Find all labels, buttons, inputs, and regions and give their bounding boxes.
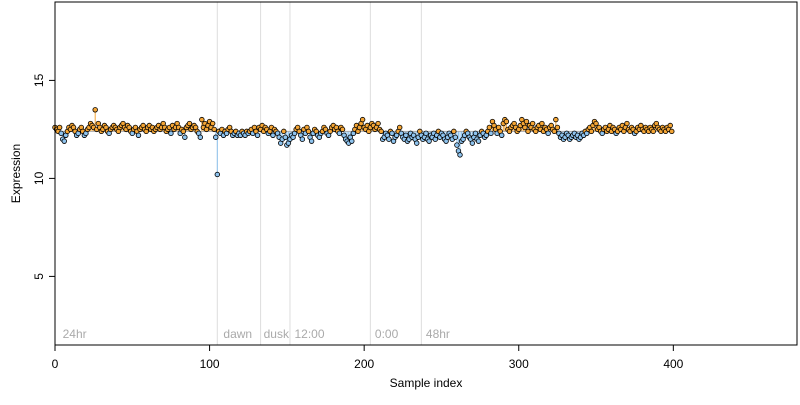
data-point xyxy=(186,120,193,127)
data-point xyxy=(211,126,217,133)
data-point xyxy=(375,120,381,127)
x-tick-label: 200 xyxy=(354,357,374,371)
data-point xyxy=(588,128,595,135)
data-point xyxy=(525,128,531,135)
annotation-label: 12:00 xyxy=(295,327,325,341)
data-point xyxy=(593,120,599,127)
y-tick-label: 15 xyxy=(32,73,46,87)
data-point xyxy=(423,130,429,137)
data-point xyxy=(180,128,187,135)
data-point xyxy=(299,136,306,142)
data-point xyxy=(213,134,219,140)
x-tick-label: 0 xyxy=(52,357,59,371)
data-point xyxy=(488,130,494,137)
data-points xyxy=(52,107,675,178)
y-axis: 5 10 15 xyxy=(32,73,56,280)
data-point xyxy=(553,116,559,123)
x-tick-label: 100 xyxy=(200,357,220,371)
data-point xyxy=(529,120,536,127)
data-point xyxy=(469,140,476,146)
data-point xyxy=(254,132,261,138)
data-point xyxy=(522,124,528,131)
data-point xyxy=(472,130,479,137)
data-point xyxy=(282,134,289,140)
y-axis-label: Expression xyxy=(9,144,23,203)
data-point xyxy=(182,134,188,140)
data-point xyxy=(475,138,482,144)
data-point xyxy=(389,130,395,137)
annotation-label: dawn xyxy=(223,327,252,341)
data-point xyxy=(56,124,63,131)
data-point xyxy=(669,128,675,135)
data-point xyxy=(414,140,420,146)
y-tick-label: 10 xyxy=(32,171,46,185)
data-point xyxy=(308,138,315,144)
data-point xyxy=(539,120,545,127)
annotations: 24hr dawn dusk 12:00 0:00 48hr xyxy=(63,327,450,341)
data-point xyxy=(451,128,457,135)
data-point xyxy=(359,116,366,123)
data-point xyxy=(214,171,221,178)
data-point xyxy=(281,128,287,135)
data-point xyxy=(426,138,432,144)
data-point xyxy=(503,118,510,125)
data-point xyxy=(624,120,630,127)
data-point xyxy=(378,128,384,135)
data-point xyxy=(135,132,142,138)
annotation-label: 24hr xyxy=(63,327,87,341)
data-point xyxy=(403,132,409,138)
data-point xyxy=(199,116,205,123)
data-point xyxy=(339,126,346,133)
x-axis-label: Sample index xyxy=(390,376,463,390)
annotation-label: 0:00 xyxy=(375,327,399,341)
annotation-label: 48hr xyxy=(426,327,450,341)
data-point xyxy=(397,124,403,131)
y-tick-label: 5 xyxy=(32,273,46,280)
data-point xyxy=(58,130,64,137)
data-point xyxy=(457,152,463,158)
data-point xyxy=(168,130,174,137)
data-point xyxy=(336,130,343,137)
data-point xyxy=(551,128,558,135)
data-point xyxy=(454,142,460,148)
data-point xyxy=(305,128,312,135)
data-point xyxy=(452,134,459,140)
data-point xyxy=(92,107,98,113)
data-point xyxy=(650,128,656,135)
data-point xyxy=(349,138,355,144)
x-axis: 0 100 200 300 400 xyxy=(52,344,684,371)
annotation-label: dusk xyxy=(264,327,290,341)
data-point xyxy=(499,132,505,138)
x-tick-label: 400 xyxy=(663,357,683,371)
data-point xyxy=(270,132,276,138)
plot-frame xyxy=(54,1,798,346)
data-point xyxy=(386,136,392,142)
data-point xyxy=(523,118,530,125)
vertical-markers xyxy=(216,2,422,345)
data-point xyxy=(667,122,673,129)
data-point xyxy=(486,124,493,131)
data-point xyxy=(197,134,204,140)
x-tick-label: 300 xyxy=(509,357,529,371)
data-point xyxy=(61,138,67,144)
data-point xyxy=(545,130,551,137)
data-point xyxy=(554,124,561,131)
data-point xyxy=(209,120,216,127)
